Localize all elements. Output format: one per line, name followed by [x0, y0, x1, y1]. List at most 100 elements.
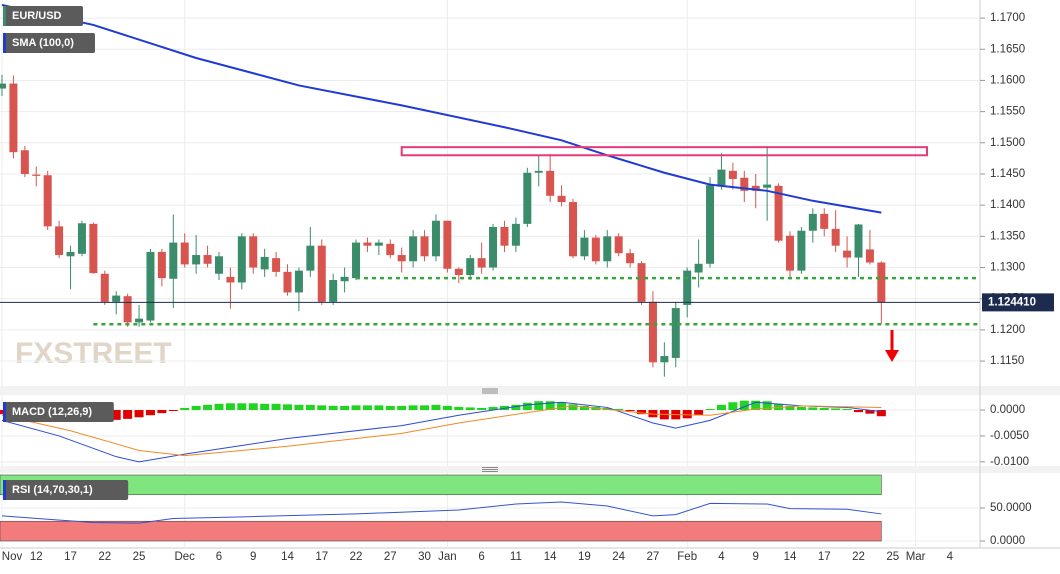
histogram-bar: [488, 406, 498, 411]
candle-body: [523, 172, 532, 224]
x-tick-label: 14: [281, 551, 294, 563]
x-tick-label: 22: [98, 551, 111, 563]
candle-body: [0, 83, 6, 89]
candle-body: [728, 170, 737, 179]
x-tick-label: 9: [753, 551, 759, 563]
histogram-bar: [362, 405, 372, 411]
candle-body: [100, 273, 109, 302]
candle-body: [877, 262, 886, 303]
candle-body: [443, 220, 452, 269]
legend-swatch: [3, 402, 6, 422]
legend-swatch: [3, 6, 6, 26]
resistance-zone: [400, 146, 929, 157]
candle-body: [192, 255, 201, 265]
legend-swatch: [3, 480, 6, 500]
line: [1, 4, 882, 214]
candle-body: [854, 224, 863, 258]
candle-body: [648, 301, 657, 363]
histogram-bar: [225, 403, 235, 411]
y-tick-label: 1.1450: [990, 168, 1025, 180]
legend-swatch: [3, 33, 6, 53]
y-tick-label: 1.1300: [990, 262, 1025, 274]
histogram-bar: [614, 408, 624, 411]
histogram-bar: [340, 405, 350, 411]
last-price-box: [982, 293, 1054, 312]
histogram-bar: [557, 402, 567, 411]
candle-body: [820, 213, 829, 229]
x-tick-label: 17: [64, 551, 77, 563]
line: [1, 501, 882, 524]
histogram-bar: [625, 410, 635, 412]
candle-body: [580, 237, 589, 257]
rsi-band: [0, 520, 882, 542]
candle-body: [797, 230, 806, 271]
x-tick-label: Jan: [438, 551, 457, 563]
candle-body: [226, 276, 235, 283]
candle-body: [785, 235, 794, 271]
candle-body: [294, 270, 303, 293]
candle-body: [683, 270, 692, 305]
histogram-bar: [819, 407, 829, 411]
x-tick-label: 24: [612, 551, 625, 563]
x-tick-label: 17: [315, 551, 328, 563]
legend-label: SMA (100,0): [12, 37, 74, 49]
legend-box: [3, 6, 83, 26]
candle-body: [386, 243, 395, 256]
candle-body: [306, 245, 315, 271]
x-tick-label: Dec: [174, 551, 195, 563]
histogram-bar: [842, 408, 852, 411]
candle-body: [397, 255, 406, 262]
histogram-bar: [739, 400, 749, 411]
panel-label-box: [3, 480, 129, 500]
x-tick-label: 17: [818, 551, 831, 563]
histogram-bar: [157, 410, 167, 414]
legend-label: EUR/USD: [12, 10, 62, 22]
histogram-bar: [477, 407, 487, 411]
x-tick-label: 25: [886, 551, 899, 563]
candle-body: [454, 268, 463, 276]
histogram-bar: [305, 404, 315, 411]
y-tick-label: 1.1600: [990, 74, 1025, 86]
x-tick-label: 12: [30, 551, 43, 563]
candle-body: [591, 237, 600, 262]
histogram-bar: [260, 403, 270, 411]
x-tick-label: 27: [647, 551, 660, 563]
candle-body: [146, 251, 155, 321]
panel-label: MACD (12,26,9): [12, 406, 92, 418]
candle-body: [694, 263, 703, 273]
candle-body: [751, 185, 760, 191]
histogram-bar: [728, 402, 738, 411]
candle-body: [157, 251, 166, 279]
candle-body: [237, 236, 246, 283]
x-tick-label: 6: [216, 551, 222, 563]
histogram-bar: [397, 405, 407, 411]
x-tick-label: 14: [784, 551, 797, 563]
candle-body: [671, 308, 680, 358]
candle-body: [123, 296, 132, 323]
x-tick-label: 11: [510, 551, 522, 563]
candle-body: [546, 170, 555, 196]
y-tick-label: 50.0000: [990, 502, 1032, 514]
candle-body: [32, 174, 41, 176]
histogram-bar: [716, 404, 726, 411]
x-tick-label: 25: [133, 551, 146, 563]
histogram-bar: [123, 410, 133, 419]
histogram-bar: [454, 406, 464, 411]
candle-body: [477, 258, 486, 268]
candle-body: [203, 255, 212, 264]
histogram-bar: [808, 407, 818, 411]
candle-body: [865, 249, 874, 263]
candle-body: [626, 253, 635, 264]
y-tick-label: 0.0000: [990, 535, 1025, 547]
histogram-bar: [442, 405, 452, 411]
candle-body: [260, 256, 269, 270]
candle-body: [20, 150, 29, 174]
legend-box: [3, 33, 95, 53]
candle-body: [9, 83, 18, 153]
candle-body: [214, 256, 223, 274]
candle-body: [180, 242, 189, 265]
x-tick-label: 22: [852, 551, 865, 563]
candle-body: [363, 242, 372, 246]
candle-body: [534, 170, 543, 173]
